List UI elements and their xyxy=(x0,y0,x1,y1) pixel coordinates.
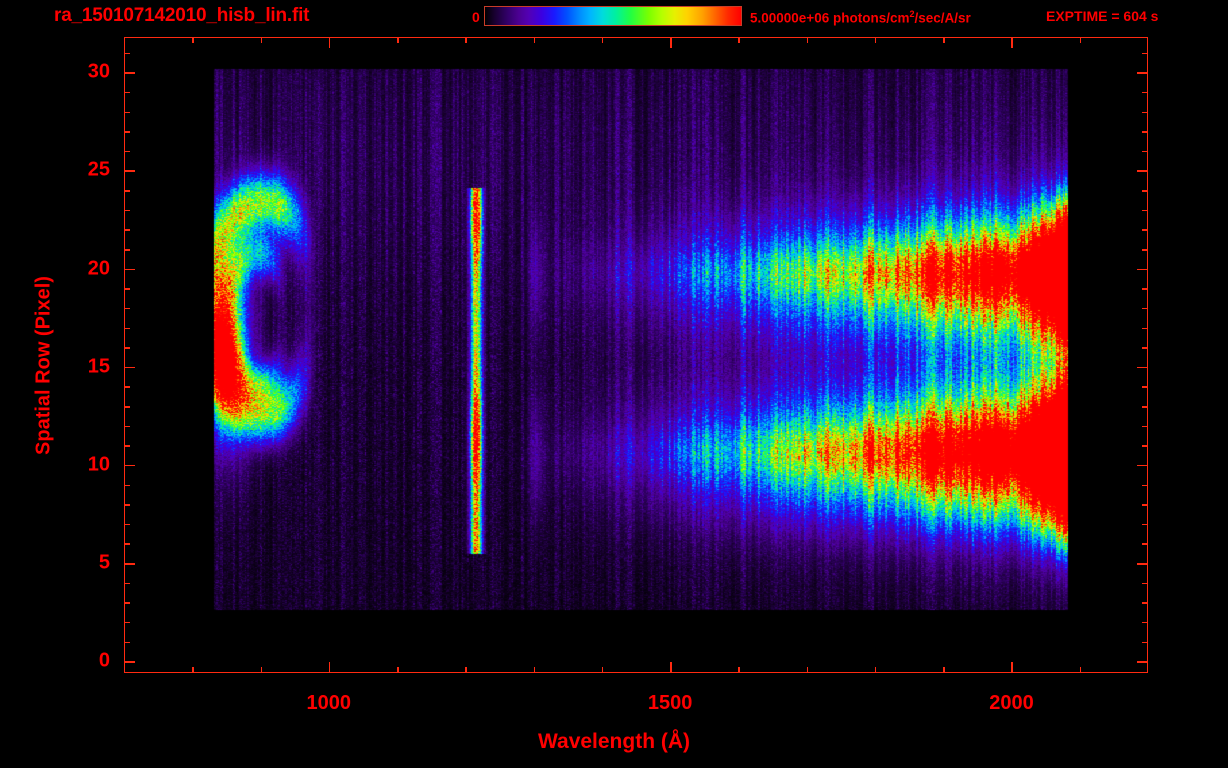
colorbar xyxy=(484,6,742,26)
y-tick-label: 25 xyxy=(87,158,110,181)
plot-area xyxy=(124,37,1148,673)
y-tick-label: 15 xyxy=(87,355,110,378)
y-axis-title: Spatial Row (Pixel) xyxy=(32,276,55,455)
colorbar-max-label: 5.00000e+06 photons/cm2/sec/A/sr xyxy=(750,9,971,26)
y-tick-label: 20 xyxy=(87,257,110,280)
x-tick-label: 2000 xyxy=(989,692,1034,714)
x-tick-label: 1500 xyxy=(647,692,693,714)
spectrogram-heatmap xyxy=(125,38,1146,671)
y-tick-label: 5 xyxy=(98,551,110,574)
colorbar-units-tail: /sec/A/sr xyxy=(914,10,971,26)
x-axis-title: Wavelength (Å) xyxy=(537,730,691,753)
colorbar-min-label: 0 xyxy=(472,9,480,25)
y-tick-label: 0 xyxy=(98,649,110,672)
x-tick-label: 1000 xyxy=(306,692,352,714)
y-tick-label: 30 xyxy=(87,60,110,83)
colorbar-units: photons/cm xyxy=(832,10,910,26)
file-title: ra_150107142010_hisb_lin.fit xyxy=(54,5,310,26)
colorbar-units-exponent: 2 xyxy=(909,9,915,19)
exposure-time-label: EXPTIME = 604 s xyxy=(1046,8,1159,24)
y-tick-label: 10 xyxy=(87,453,110,476)
colorbar-max-value: 5.00000e+06 xyxy=(750,10,830,26)
colorbar-gradient xyxy=(485,7,741,25)
